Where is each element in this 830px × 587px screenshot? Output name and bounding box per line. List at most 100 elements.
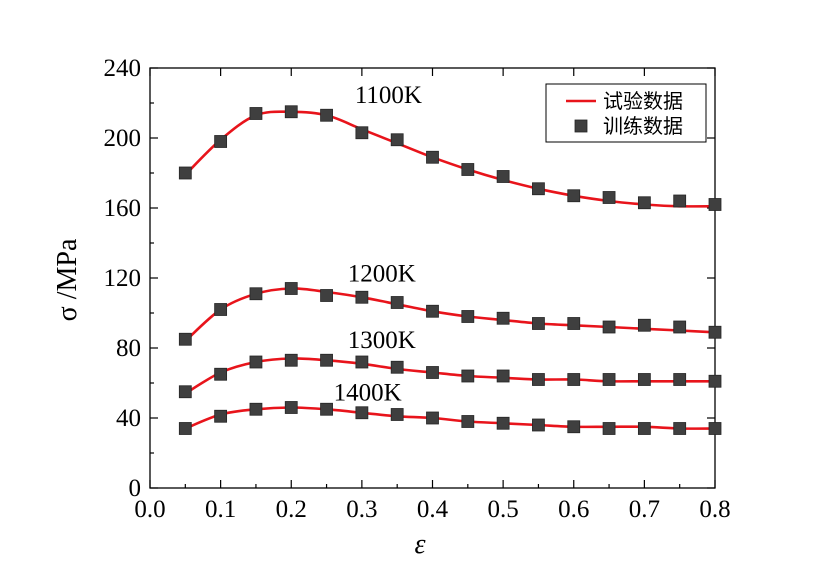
- data-point: [426, 304, 439, 318]
- curve-label-1200k: 1200K: [348, 261, 416, 288]
- data-point: [355, 290, 369, 304]
- y-tick-label: 40: [116, 405, 141, 432]
- x-tick-label: 0.2: [276, 496, 307, 523]
- data-point: [673, 320, 687, 334]
- fit-line-1100k: [184, 110, 716, 208]
- y-tick-label: 240: [104, 55, 142, 82]
- curve-label-1400k: 1400K: [334, 380, 402, 407]
- y-axis-title: σ /MPa: [52, 238, 83, 321]
- data-point: [496, 311, 510, 325]
- data-point: [284, 353, 298, 367]
- x-tick-label: 0.0: [134, 496, 165, 523]
- data-point: [708, 325, 722, 339]
- y-tick-label: 120: [104, 265, 142, 292]
- data-point: [390, 296, 404, 309]
- y-tick-label: 0: [129, 475, 142, 502]
- x-tick-label: 0.8: [699, 496, 730, 523]
- data-point: [284, 401, 298, 414]
- data-point: [532, 182, 545, 196]
- y-tick-label: 160: [104, 195, 142, 222]
- curves: [178, 105, 722, 435]
- data-point: [461, 310, 475, 323]
- data-point: [426, 150, 439, 164]
- y-tick-label: 80: [116, 335, 141, 362]
- data-point: [532, 418, 545, 432]
- x-tick-label: 0.3: [346, 496, 377, 523]
- data-point: [355, 355, 369, 369]
- data-point: [637, 196, 651, 210]
- data-point: [178, 385, 192, 399]
- data-point: [284, 282, 298, 295]
- x-tick-label: 0.6: [558, 496, 589, 523]
- data-point: [390, 133, 404, 147]
- legend-box: [545, 83, 707, 143]
- data-point: [390, 360, 404, 374]
- fit-line-1200k: [184, 287, 716, 342]
- data-point: [249, 402, 263, 416]
- data-point: [355, 126, 369, 140]
- data-point: [284, 105, 298, 119]
- series-1200k: [178, 282, 722, 346]
- data-point: [496, 416, 510, 430]
- data-point: [390, 408, 404, 421]
- data-point: [602, 422, 616, 435]
- data-point: [426, 411, 439, 425]
- data-point: [320, 108, 333, 122]
- data-point: [567, 189, 581, 203]
- data-point: [214, 367, 228, 381]
- data-point: [708, 374, 722, 388]
- data-point: [461, 163, 475, 176]
- x-axis-ticks: 0.0 0.1 0.2 0.3 0.4 0.5 0.6 0.7 0.8: [134, 68, 731, 523]
- data-point: [673, 422, 687, 435]
- data-point: [567, 317, 581, 330]
- data-point: [178, 422, 192, 435]
- data-point: [214, 303, 228, 316]
- data-point: [496, 369, 510, 383]
- data-point: [249, 287, 263, 301]
- legend: 试验数据 训练数据: [545, 83, 707, 143]
- data-point: [602, 373, 616, 386]
- data-point: [567, 420, 581, 434]
- legend-marker-label: 训练数据: [603, 114, 683, 138]
- series-1300k: [178, 353, 722, 399]
- legend-marker-sample: [574, 119, 588, 133]
- data-point: [214, 135, 228, 148]
- legend-line-label: 试验数据: [603, 89, 683, 113]
- fit-line-1300k: [184, 357, 715, 395]
- data-point: [708, 198, 722, 211]
- data-point: [426, 366, 439, 379]
- fit-line-1400k: [184, 406, 716, 430]
- series-1400k: [178, 401, 722, 435]
- data-point: [249, 107, 263, 120]
- data-point: [320, 289, 333, 302]
- series-1100k: [178, 105, 722, 211]
- data-point: [602, 320, 616, 334]
- data-point: [178, 166, 192, 180]
- data-point: [637, 318, 651, 332]
- data-point: [320, 353, 333, 367]
- data-point: [461, 415, 475, 428]
- data-point: [673, 194, 687, 208]
- data-point: [567, 373, 581, 386]
- data-point: [496, 170, 510, 183]
- x-tick-label: 0.1: [205, 496, 236, 523]
- data-point: [602, 191, 616, 204]
- data-point: [249, 355, 263, 369]
- x-tick-label: 0.5: [488, 496, 519, 523]
- data-point: [532, 373, 545, 386]
- data-point: [178, 332, 192, 346]
- data-point: [637, 422, 651, 435]
- data-point: [214, 409, 228, 423]
- x-tick-label: 0.4: [417, 496, 449, 523]
- curve-labels: 1100K 1200K 1300K 1400K: [334, 82, 422, 407]
- data-point: [320, 402, 333, 416]
- data-point: [355, 406, 369, 420]
- data-point: [673, 373, 687, 386]
- data-point: [708, 422, 722, 435]
- curve-label-1100k: 1100K: [355, 82, 422, 109]
- curve-label-1300k: 1300K: [348, 327, 416, 354]
- data-point: [532, 317, 545, 330]
- y-tick-label: 200: [104, 125, 142, 152]
- x-tick-label: 0.7: [629, 496, 660, 523]
